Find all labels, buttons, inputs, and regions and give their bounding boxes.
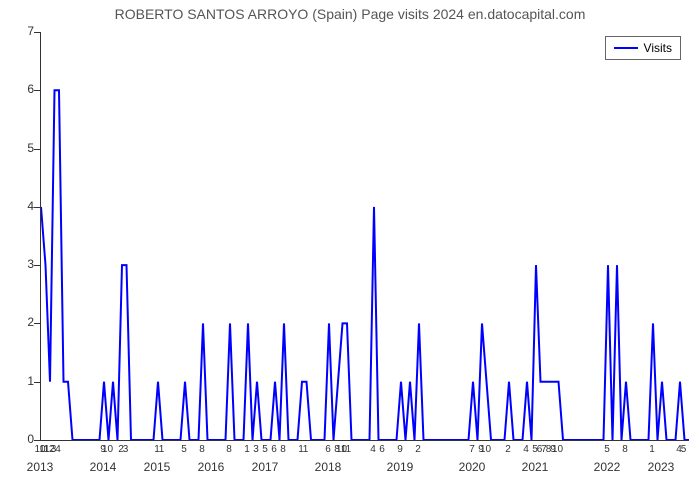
- y-tick-label: 0: [6, 432, 34, 446]
- x-year-label: 2020: [459, 460, 486, 474]
- x-year-label: 2018: [315, 460, 342, 474]
- x-minor-label: 11: [341, 444, 351, 455]
- x-minor-label: 10: [480, 444, 491, 455]
- x-year-label: 2022: [594, 460, 621, 474]
- x-minor-label: 2: [505, 444, 511, 455]
- x-minor-label: 5: [262, 444, 268, 455]
- y-tick-mark: [34, 90, 40, 91]
- x-minor-label: 6: [325, 444, 331, 455]
- y-tick-label: 6: [6, 82, 34, 96]
- x-year-label: 2019: [387, 460, 414, 474]
- x-minor-label: 10: [102, 444, 113, 455]
- x-minor-label: 8: [226, 444, 232, 455]
- x-year-label: 2017: [252, 460, 279, 474]
- x-minor-label: 3: [253, 444, 259, 455]
- x-minor-label: 6: [379, 444, 385, 455]
- y-tick-label: 2: [6, 315, 34, 329]
- x-minor-label: 4: [370, 444, 376, 455]
- x-minor-label: 9: [397, 444, 403, 455]
- x-minor-label: 6: [271, 444, 277, 455]
- x-year-label: 2016: [198, 460, 225, 474]
- y-tick-label: 4: [6, 199, 34, 213]
- y-tick-label: 1: [6, 374, 34, 388]
- x-minor-label: 4: [523, 444, 529, 455]
- legend-label: Visits: [644, 41, 672, 55]
- x-minor-label: 1: [649, 444, 655, 455]
- x-minor-label: 8: [622, 444, 628, 455]
- x-year-label: 2013: [27, 460, 54, 474]
- y-tick-mark: [34, 382, 40, 383]
- x-minor-label: 3: [123, 444, 129, 455]
- x-year-label: 2015: [144, 460, 171, 474]
- x-minor-label: 2: [415, 444, 421, 455]
- y-tick-mark: [34, 32, 40, 33]
- x-minor-label: 1: [159, 444, 165, 455]
- x-minor-label: 5: [181, 444, 187, 455]
- x-minor-label: 1: [303, 444, 309, 455]
- y-tick-mark: [34, 149, 40, 150]
- x-year-label: 2021: [522, 460, 549, 474]
- y-tick-mark: [34, 207, 40, 208]
- plot-area: Visits: [40, 32, 689, 441]
- x-minor-label: 8: [280, 444, 286, 455]
- x-minor-label: 7: [469, 444, 475, 455]
- y-tick-label: 3: [6, 257, 34, 271]
- x-minor-label: 8: [199, 444, 205, 455]
- legend-line: [614, 47, 638, 49]
- x-year-label: 2014: [90, 460, 117, 474]
- line-svg: [41, 32, 689, 440]
- y-tick-mark: [34, 323, 40, 324]
- legend: Visits: [605, 36, 681, 60]
- x-minor-label: 5: [604, 444, 610, 455]
- x-minor-label: 10: [552, 444, 563, 455]
- y-tick-label: 7: [6, 24, 34, 38]
- x-minor-label: 4: [55, 444, 61, 455]
- x-minor-label: 5: [681, 444, 687, 455]
- y-tick-label: 5: [6, 141, 34, 155]
- chart-title: ROBERTO SANTOS ARROYO (Spain) Page visit…: [0, 6, 700, 22]
- x-minor-label: 1: [244, 444, 250, 455]
- visits-line: [41, 90, 689, 440]
- x-year-label: 2023: [648, 460, 675, 474]
- y-tick-mark: [34, 440, 40, 441]
- y-tick-mark: [34, 265, 40, 266]
